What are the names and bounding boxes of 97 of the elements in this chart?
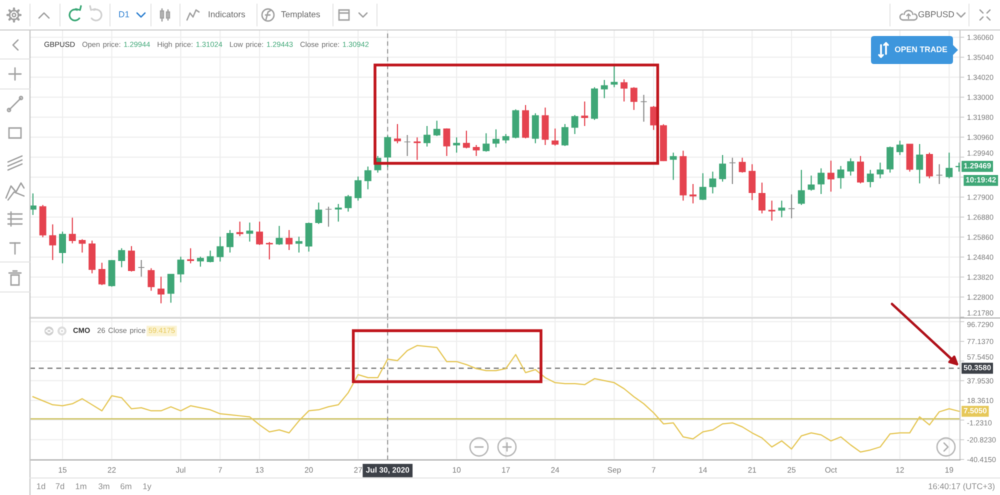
- candlestick: [433, 120, 440, 137]
- text: D1: [119, 11, 130, 18]
- candlestick: [620, 78, 628, 102]
- candlestick: [404, 134, 411, 157]
- text: 16:40:17 (UTC+3): [928, 483, 994, 491]
- candlestick: [837, 165, 844, 190]
- candlestick: [424, 125, 430, 148]
- candlestick: [206, 250, 214, 263]
- candlestick: [148, 268, 155, 292]
- candlestick: [384, 135, 392, 168]
- candlestick: [482, 132, 490, 152]
- candlestick: [256, 221, 264, 246]
- candlestick: [276, 225, 283, 246]
- candlestick: [699, 172, 706, 201]
- candlestick: [364, 166, 372, 190]
- candlestick: [650, 105, 658, 130]
- candlestick: [167, 274, 174, 304]
- candlestick: [690, 183, 696, 204]
- candlestick: [128, 246, 135, 272]
- candlestick: [798, 169, 805, 206]
- text: 6m: [120, 483, 132, 490]
- candlestick: [896, 140, 904, 156]
- candlestick: [30, 192, 36, 216]
- candlestick: [719, 154, 726, 182]
- candlestick: [847, 158, 854, 176]
- candlestick: [857, 155, 864, 184]
- text: 1m: [76, 483, 86, 490]
- candlestick: [354, 176, 362, 202]
- candlestick: [630, 86, 638, 110]
- candlestick: [49, 224, 56, 261]
- annotation: OPEN TRADE: [894, 46, 948, 52]
- candlestick: [266, 241, 273, 260]
- candlestick: [325, 206, 332, 228]
- candlestick: [738, 157, 746, 174]
- text: Templates: [281, 10, 320, 20]
- candlestick: [462, 130, 470, 149]
- candlestick: [571, 114, 578, 135]
- text: 7d: [56, 483, 64, 490]
- candlestick: [886, 146, 894, 174]
- candlestick: [492, 128, 500, 148]
- text: 1y: [143, 483, 152, 491]
- text: GBPUSD: [918, 11, 954, 18]
- candlestick: [778, 200, 786, 218]
- candlestick: [600, 79, 608, 99]
- candlestick: [68, 217, 76, 244]
- candlestick: [866, 169, 874, 188]
- candlestick: [414, 136, 421, 160]
- candlestick: [286, 229, 293, 251]
- candlestick: [818, 168, 825, 195]
- candlestick: [916, 143, 924, 184]
- candlestick: [226, 229, 234, 254]
- candlestick: [59, 231, 66, 264]
- candlestick: [305, 222, 312, 252]
- candlestick: [138, 259, 145, 278]
- candlestick: [443, 128, 450, 157]
- candlestick: [936, 164, 943, 185]
- candlestick: [552, 128, 559, 146]
- candlestick: [177, 256, 184, 283]
- candlestick: [334, 203, 342, 222]
- candlestick: [758, 182, 766, 214]
- candlestick: [246, 222, 254, 242]
- candlestick: [581, 100, 588, 127]
- candlestick: [196, 256, 204, 268]
- text: Indicators: [208, 10, 246, 18]
- candlestick: [876, 162, 884, 179]
- candlestick: [78, 238, 86, 254]
- candlestick: [453, 136, 460, 154]
- candlestick: [926, 152, 933, 179]
- candlestick: [295, 236, 302, 254]
- candlestick: [768, 200, 776, 222]
- candlestick: [808, 175, 815, 192]
- candlestick: [788, 194, 796, 219]
- candlestick: [98, 262, 106, 286]
- candlestick: [158, 276, 164, 304]
- candlestick: [216, 236, 224, 262]
- candlestick: [502, 133, 510, 144]
- candlestick: [640, 94, 648, 122]
- candlestick: [315, 202, 322, 225]
- candlestick: [532, 112, 539, 144]
- candlestick: [542, 107, 549, 146]
- candlestick: [344, 194, 352, 212]
- candlestick: [118, 248, 126, 268]
- candlestick: [748, 164, 756, 201]
- text: 3m: [98, 483, 110, 490]
- candlestick: [827, 160, 834, 192]
- line-series: [32, 344, 960, 453]
- candlestick: [187, 248, 194, 264]
- candlestick: [236, 221, 244, 237]
- candlestick: [709, 171, 716, 194]
- candlestick: [610, 64, 618, 88]
- text: 1d: [37, 483, 46, 490]
- candlestick: [394, 123, 401, 144]
- candlestick: [670, 152, 677, 180]
- candlestick: [946, 152, 953, 179]
- candlestick: [561, 123, 568, 147]
- candlestick: [728, 157, 736, 185]
- candlestick: [472, 144, 480, 157]
